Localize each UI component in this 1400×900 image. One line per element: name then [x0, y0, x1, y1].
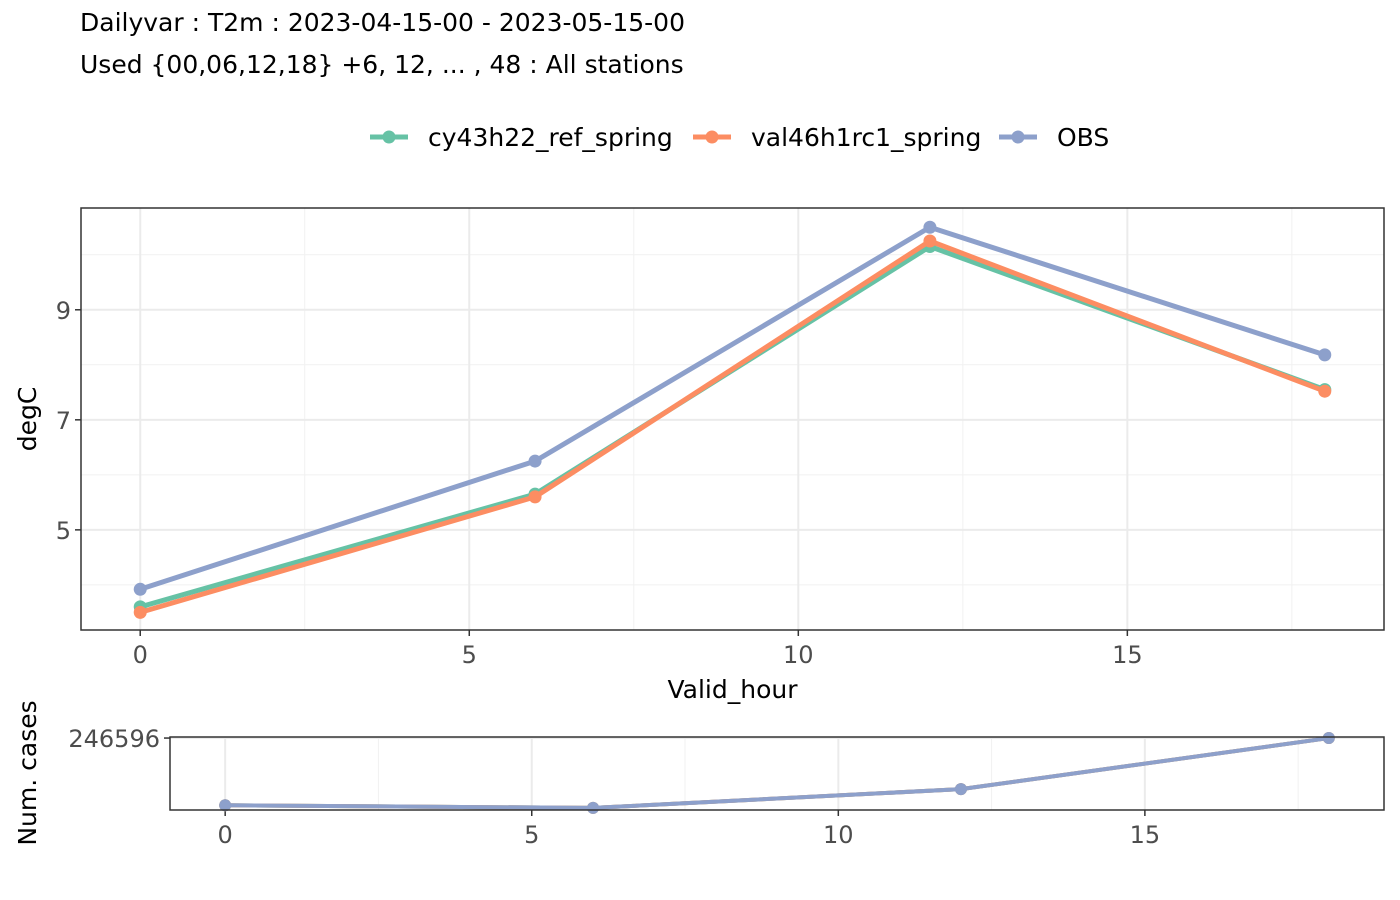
legend-key-point-obs	[1011, 130, 1025, 144]
main-data-point-obs	[528, 454, 542, 468]
count-y-axis-title: Num. cases	[13, 700, 42, 845]
main-data-point-obs	[923, 220, 937, 234]
count-data-point-obs	[219, 799, 232, 812]
legend-label-cy43h22-ref-spring: cy43h22_ref_spring	[428, 123, 673, 152]
count-x-tick-label: 10	[823, 821, 854, 849]
main-x-tick-label: 0	[133, 641, 148, 669]
count-panel-border	[169, 736, 1385, 811]
main-y-axis-title: degC	[13, 387, 42, 452]
legend-key-point-cy43h22-ref-spring	[382, 130, 396, 144]
count-panel: 0 5 10 15 246596 Num. cases	[13, 700, 1385, 849]
main-x-tick-label: 5	[462, 641, 477, 669]
count-data-point-obs	[954, 783, 967, 796]
main-data-point-obs	[133, 582, 147, 596]
count-x-tick-label: 5	[524, 821, 539, 849]
main-y-tick-label: 9	[56, 297, 71, 325]
main-data-point-obs	[1318, 348, 1332, 362]
legend-label-val46h1rc1-spring: val46h1rc1_spring	[751, 123, 981, 152]
legend: cy43h22_ref_spring val46h1rc1_spring OBS	[370, 123, 1109, 152]
main-panel: 0 5 10 15 5 7 9 Valid_hour degC	[13, 207, 1385, 704]
main-y-tick-label: 7	[56, 407, 71, 435]
legend-label-obs: OBS	[1057, 123, 1109, 152]
main-data-point-val46h1rc1-spring	[528, 490, 542, 504]
main-series-line-val46h1rc1-spring	[137, 238, 1328, 615]
count-data-point-obs	[587, 801, 600, 814]
main-panel-border	[80, 207, 1385, 631]
chart-subtitle: Used {00,06,12,18} +6, 12, ... , 48 : Al…	[80, 50, 684, 79]
main-data-point-val46h1rc1-spring	[1318, 384, 1332, 398]
chart-title: Dailyvar : T2m : 2023-04-15-00 - 2023-05…	[80, 8, 685, 37]
main-series-line-obs	[137, 224, 1328, 592]
main-x-axis-title: Valid_hour	[667, 675, 798, 704]
main-data-point-val46h1rc1-spring	[923, 234, 937, 248]
main-x-tick-label: 10	[783, 641, 814, 669]
main-x-tick-label: 15	[1112, 641, 1143, 669]
count-series-line-obs	[223, 736, 1331, 810]
count-y-tick-label: 246596	[68, 725, 160, 753]
count-x-tick-label: 15	[1130, 821, 1161, 849]
count-x-tick-label: 0	[218, 821, 233, 849]
main-data-point-val46h1rc1-spring	[133, 605, 147, 619]
legend-key-point-val46h1rc1-spring	[705, 130, 719, 144]
count-data-point-obs	[1322, 732, 1335, 745]
main-y-tick-label: 5	[56, 517, 71, 545]
